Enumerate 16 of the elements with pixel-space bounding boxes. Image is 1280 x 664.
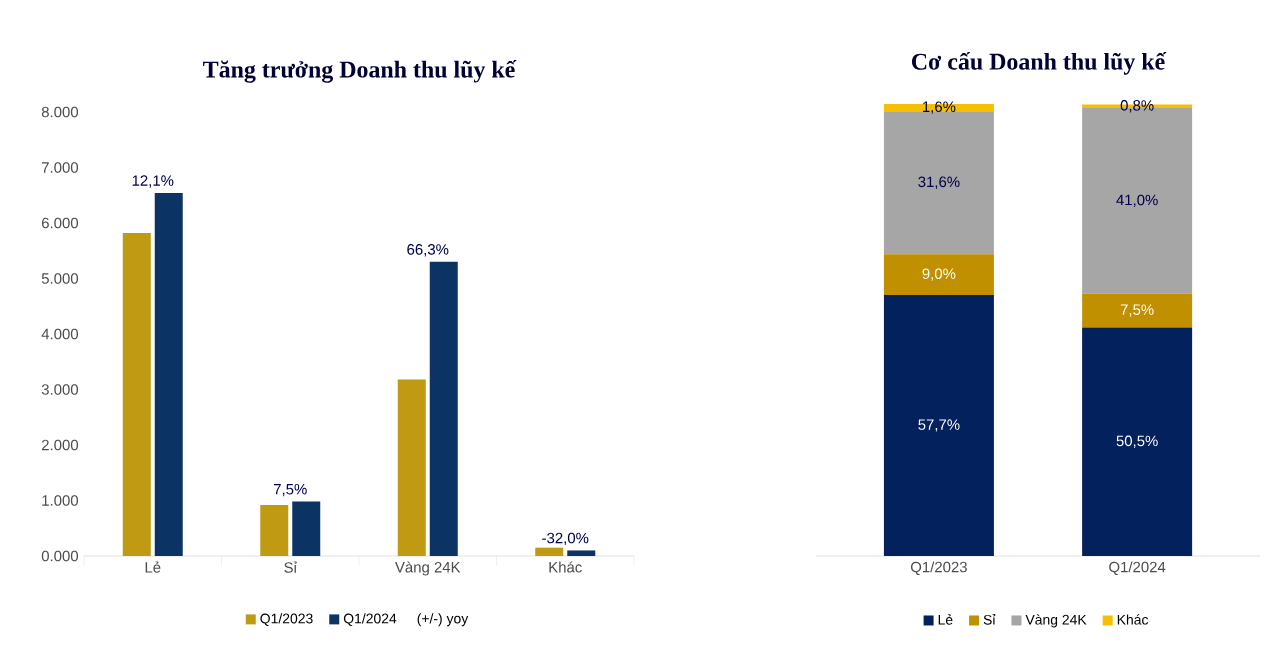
bar: [429, 261, 458, 556]
chart-title: Cơ cấu Doanh thu lũy kế: [911, 52, 1167, 75]
bar: [535, 547, 564, 556]
bar: [154, 193, 183, 556]
bar: [883, 111, 994, 255]
bar: [567, 550, 596, 556]
bar: [883, 254, 994, 295]
bar: [1082, 293, 1193, 328]
bar: [397, 379, 426, 556]
bar: [883, 104, 994, 112]
bar: [883, 294, 994, 556]
bar: [1082, 327, 1193, 556]
chart-title: Tăng trưởng Doanh thu lũy kế: [203, 59, 517, 83]
bar: [122, 232, 151, 556]
bar: [260, 504, 289, 556]
bar: [292, 501, 321, 556]
